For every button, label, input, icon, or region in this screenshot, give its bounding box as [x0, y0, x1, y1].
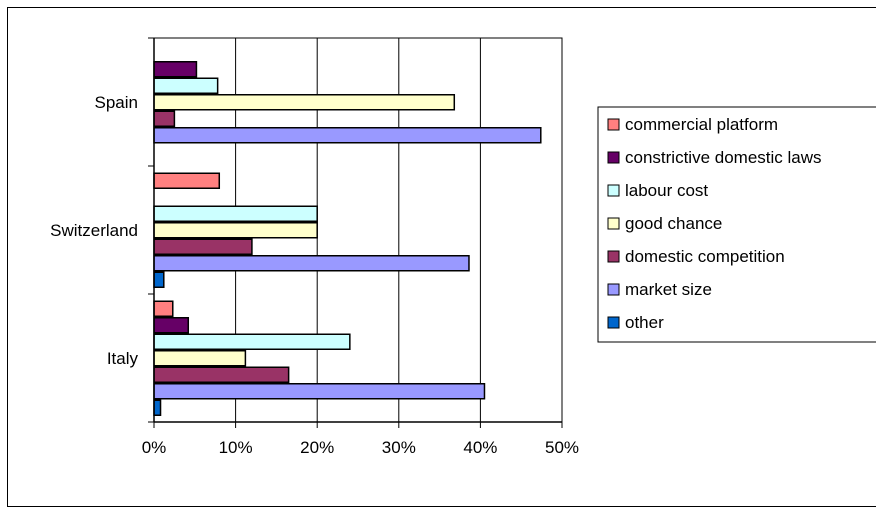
bar	[153, 255, 470, 272]
bar-chart: 0% 10% 20% 30% 40% 50% Spain Switzerland Italy c…	[50, 37, 876, 457]
bar	[153, 172, 221, 189]
legend-box	[597, 106, 876, 343]
legend-swatch	[607, 283, 620, 296]
bar	[153, 238, 253, 255]
bar	[153, 94, 456, 111]
legend-swatch	[607, 316, 620, 329]
bar	[153, 222, 318, 239]
x-tick-label: 30%	[382, 438, 416, 457]
bar	[153, 383, 486, 400]
legend-label: good chance	[625, 214, 722, 233]
bar	[153, 77, 219, 94]
bar	[153, 350, 247, 367]
legend-swatch	[607, 217, 620, 230]
legend-label: other	[625, 313, 664, 332]
bar	[153, 399, 162, 416]
bar	[153, 333, 351, 350]
legend-swatch	[607, 184, 620, 197]
x-tick-label: 50%	[545, 438, 579, 457]
category-label: Italy	[107, 349, 139, 368]
x-tick-label: 0%	[142, 438, 167, 457]
x-tick-label: 10%	[219, 438, 253, 457]
bar	[153, 127, 542, 144]
legend-swatch	[607, 250, 620, 263]
bar	[153, 317, 190, 334]
bar	[153, 366, 290, 383]
category-label: Switzerland	[50, 221, 138, 240]
bar	[153, 271, 165, 288]
legend-label: labour cost	[625, 181, 708, 200]
bar	[153, 205, 318, 222]
category-label: Spain	[95, 93, 138, 112]
legend-label: commercial platform	[625, 115, 778, 134]
legend-swatch	[607, 118, 620, 131]
plot-area: 0% 10% 20% 30% 40% 50% Spain Switzerland Italy	[50, 37, 579, 457]
legend-label: market size	[625, 280, 712, 299]
bar	[153, 110, 176, 127]
x-tick-label: 40%	[463, 438, 497, 457]
legend: commercial platform constrictive domestic…	[597, 106, 876, 343]
legend-swatch	[607, 151, 620, 164]
legend-label: constrictive domestic laws	[625, 148, 822, 167]
legend-label: domestic competition	[625, 247, 785, 266]
bar	[153, 61, 198, 78]
x-tick-label: 20%	[300, 438, 334, 457]
bar	[153, 300, 174, 317]
